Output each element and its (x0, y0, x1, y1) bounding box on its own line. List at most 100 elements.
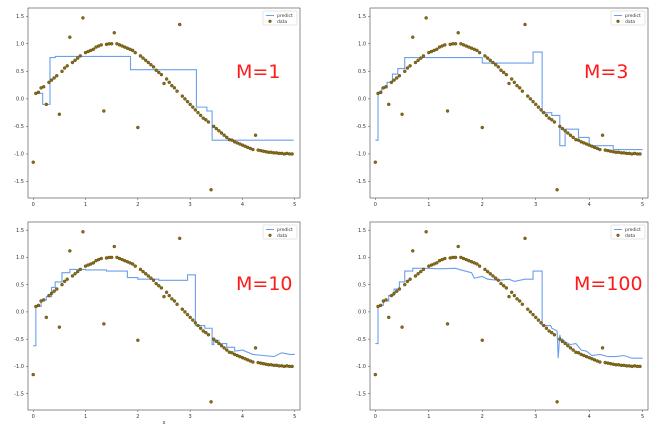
data-point (91, 261, 96, 265)
x-tick-label: 2 (481, 202, 484, 208)
data-point (251, 147, 255, 152)
y-tick-label: 0.5 (358, 282, 366, 288)
data-point (143, 58, 148, 63)
legend-data-swatch (616, 233, 620, 237)
data-point (138, 54, 143, 58)
data-point (60, 282, 64, 287)
data-point (435, 261, 439, 265)
data-point (397, 287, 402, 291)
data-point (172, 86, 177, 90)
data-point (196, 323, 200, 328)
x-tick-label: 0 (32, 202, 35, 208)
data-point (405, 279, 410, 284)
y-tick-label: 0.0 (16, 97, 24, 103)
data-point (217, 341, 221, 346)
data-point (253, 133, 258, 137)
data-point (183, 97, 187, 101)
data-point (68, 249, 72, 253)
data-point (435, 47, 439, 52)
data-point (136, 338, 140, 342)
data-point (149, 63, 153, 67)
data-point (528, 97, 533, 101)
data-point (387, 315, 391, 320)
data-point (571, 348, 575, 352)
x-tick-label: 5 (293, 202, 296, 208)
data-point (493, 63, 498, 67)
data-point (456, 31, 460, 35)
y-tick-label: -1.5 (14, 179, 24, 185)
data-point (517, 299, 522, 303)
data-point (443, 256, 447, 261)
data-point (421, 54, 426, 58)
data-point (598, 147, 602, 152)
data-point (488, 272, 492, 276)
y-tick-label: 0.5 (16, 282, 24, 288)
data-point (36, 303, 41, 308)
data-point (143, 272, 148, 276)
x-tick-label: 0 (32, 414, 35, 420)
x-tick-label: 2 (481, 414, 484, 420)
data-point (196, 110, 200, 115)
data-point (230, 351, 234, 355)
data-point (191, 318, 195, 322)
data-point (496, 278, 501, 283)
legend-data-swatch (268, 233, 272, 237)
data-point (523, 236, 527, 241)
data-point (534, 315, 538, 320)
data-point (65, 64, 69, 68)
y-tick-label: -0.5 (14, 124, 24, 130)
data-point (290, 152, 294, 156)
data-point (397, 74, 402, 78)
data-point (509, 290, 514, 294)
data-point (133, 264, 137, 268)
data-point (230, 138, 234, 142)
y-tick-label: -1.0 (356, 364, 366, 370)
data-point (483, 54, 487, 58)
x-tick-label: 5 (293, 414, 296, 420)
plot-frame (27, 7, 301, 199)
model-order-annotation: M=1 (236, 61, 280, 83)
data-point (544, 326, 549, 330)
predict-line (375, 267, 643, 359)
x-tick-label: 5 (641, 202, 644, 208)
data-point (112, 31, 117, 35)
data-point (164, 290, 169, 294)
data-point (78, 267, 83, 272)
data-point (504, 286, 509, 290)
data-point (550, 118, 554, 122)
data-point (501, 70, 506, 75)
data-point (201, 329, 205, 333)
data-point (214, 126, 219, 131)
data-point (419, 56, 423, 60)
y-tick-label: -1.5 (14, 391, 24, 397)
data-point (515, 83, 519, 88)
data-point (151, 278, 156, 283)
data-point (378, 303, 383, 308)
data-point (141, 56, 145, 60)
y-tick-label: 0.5 (16, 69, 24, 75)
data-point (55, 287, 59, 291)
data-point (515, 297, 519, 301)
legend-predict-label: predict (277, 13, 293, 19)
data-point (600, 346, 605, 350)
y-tick-label: -1.0 (14, 152, 24, 158)
plot-frame (369, 7, 649, 199)
y-tick-label: -1.5 (356, 391, 366, 397)
data-point (154, 281, 158, 286)
data-point (526, 94, 530, 98)
data-point (222, 133, 226, 137)
data-point (138, 267, 143, 272)
x-tick-label: 3 (189, 202, 192, 208)
data-point (568, 346, 573, 350)
data-point (558, 124, 562, 129)
y-tick-label: 0.0 (358, 310, 366, 316)
data-point (424, 230, 428, 234)
x-tick-label: 4 (588, 414, 591, 420)
data-point (136, 125, 140, 130)
data-point (536, 105, 541, 109)
data-point (162, 294, 166, 299)
x-tick-label: 1 (84, 414, 87, 420)
data-point (211, 337, 216, 341)
